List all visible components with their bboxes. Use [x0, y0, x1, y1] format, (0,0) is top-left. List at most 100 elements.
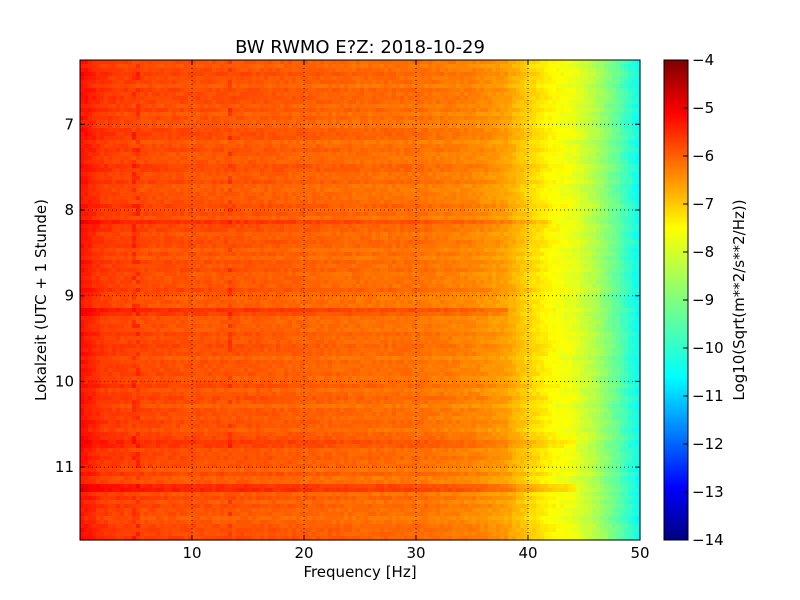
- spectrogram-cell: [556, 100, 561, 105]
- spectrogram-cell: [236, 160, 241, 165]
- spectrogram-cell: [468, 156, 473, 161]
- spectrogram-cell: [428, 96, 433, 101]
- spectrogram-cell: [380, 100, 385, 105]
- spectrogram-cell: [444, 172, 449, 177]
- spectrogram-cell: [508, 148, 513, 153]
- spectrogram-cell: [152, 80, 157, 85]
- spectrogram-cell: [488, 96, 493, 101]
- spectrogram-cell: [332, 116, 337, 121]
- spectrogram-cell: [272, 116, 277, 121]
- spectrogram-cell: [612, 60, 617, 65]
- spectrogram-cell: [460, 132, 465, 137]
- spectrogram-cell: [508, 184, 513, 189]
- spectrogram-cell: [212, 140, 217, 145]
- spectrogram-cell: [292, 172, 297, 177]
- spectrogram-cell: [444, 176, 449, 181]
- spectrogram-cell: [120, 140, 125, 145]
- spectrogram-cell: [184, 164, 189, 169]
- spectrogram-cell: [284, 144, 289, 149]
- spectrogram-cell: [624, 84, 629, 89]
- spectrogram-cell: [492, 148, 497, 153]
- spectrogram-cell: [196, 64, 201, 69]
- spectrogram-cell: [480, 96, 485, 101]
- spectrogram-cell: [616, 80, 621, 85]
- spectrogram-cell: [396, 128, 401, 133]
- spectrogram-cell: [364, 160, 369, 165]
- spectrogram-cell: [372, 188, 377, 193]
- spectrogram-cell: [604, 180, 609, 185]
- spectrogram-cell: [408, 124, 413, 129]
- spectrogram-cell: [112, 160, 117, 165]
- spectrogram-cell: [256, 140, 261, 145]
- spectrogram-cell: [232, 144, 237, 149]
- spectrogram-cell: [560, 76, 565, 81]
- spectrogram-cell: [312, 180, 317, 185]
- spectrogram-cell: [584, 164, 589, 169]
- spectrogram-cell: [504, 92, 509, 97]
- spectrogram-cell: [552, 164, 557, 169]
- spectrogram-cell: [632, 112, 637, 117]
- spectrogram-cell: [108, 104, 113, 109]
- spectrogram-cell: [292, 140, 297, 145]
- spectrogram-cell: [284, 76, 289, 81]
- spectrogram-cell: [236, 64, 241, 69]
- spectrogram-cell: [596, 108, 601, 113]
- spectrogram-cell: [272, 188, 277, 193]
- spectrogram-cell: [300, 92, 305, 97]
- spectrogram-cell: [516, 152, 521, 157]
- spectrogram-cell: [540, 120, 545, 125]
- spectrogram-cell: [264, 92, 269, 97]
- spectrogram-cell: [316, 168, 321, 173]
- spectrogram-cell: [120, 64, 125, 69]
- spectrogram-cell: [524, 172, 529, 177]
- spectrogram-cell: [332, 100, 337, 105]
- spectrogram-cell: [232, 164, 237, 169]
- spectrogram-cell: [328, 80, 333, 85]
- spectrogram-cell: [416, 60, 421, 65]
- spectrogram-cell: [428, 128, 433, 133]
- spectrogram-cell: [372, 196, 377, 201]
- spectrogram-cell: [632, 80, 637, 85]
- spectrogram-cell: [344, 188, 349, 193]
- spectrogram-cell: [260, 168, 265, 173]
- spectrogram-cell: [280, 140, 285, 145]
- spectrogram-cell: [184, 184, 189, 189]
- spectrogram-cell: [84, 76, 89, 81]
- spectrogram-cell: [324, 188, 329, 193]
- spectrogram-cell: [84, 112, 89, 117]
- spectrogram-cell: [360, 140, 365, 145]
- spectrogram-cell: [464, 132, 469, 137]
- spectrogram-cell: [612, 120, 617, 125]
- spectrogram-cell: [172, 156, 177, 161]
- spectrogram-cell: [584, 192, 589, 197]
- spectrogram-cell: [496, 188, 501, 193]
- spectrogram-cell: [144, 200, 149, 205]
- spectrogram-cell: [556, 156, 561, 161]
- spectrogram-cell: [132, 128, 137, 133]
- spectrogram-cell: [248, 116, 253, 121]
- spectrogram-cell: [140, 136, 145, 141]
- spectrogram-cell: [540, 144, 545, 149]
- spectrogram-cell: [600, 104, 605, 109]
- spectrogram-cell: [388, 188, 393, 193]
- spectrogram-cell: [80, 84, 85, 89]
- spectrogram-cell: [468, 140, 473, 145]
- spectrogram-cell: [112, 152, 117, 157]
- spectrogram-cell: [400, 152, 405, 157]
- spectrogram-cell: [128, 172, 133, 177]
- spectrogram-cell: [596, 192, 601, 197]
- spectrogram-cell: [448, 80, 453, 85]
- spectrogram-cell: [508, 124, 513, 129]
- spectrogram-cell: [440, 160, 445, 165]
- spectrogram-cell: [448, 188, 453, 193]
- spectrogram-cell: [528, 132, 533, 137]
- spectrogram-cell: [276, 144, 281, 149]
- spectrogram-cell: [292, 180, 297, 185]
- spectrogram-cell: [568, 68, 573, 73]
- spectrogram-cell: [616, 68, 621, 73]
- spectrogram-cell: [224, 80, 229, 85]
- spectrogram-cell: [296, 160, 301, 165]
- spectrogram-cell: [160, 76, 165, 81]
- spectrogram-cell: [276, 84, 281, 89]
- spectrogram-cell: [636, 76, 641, 81]
